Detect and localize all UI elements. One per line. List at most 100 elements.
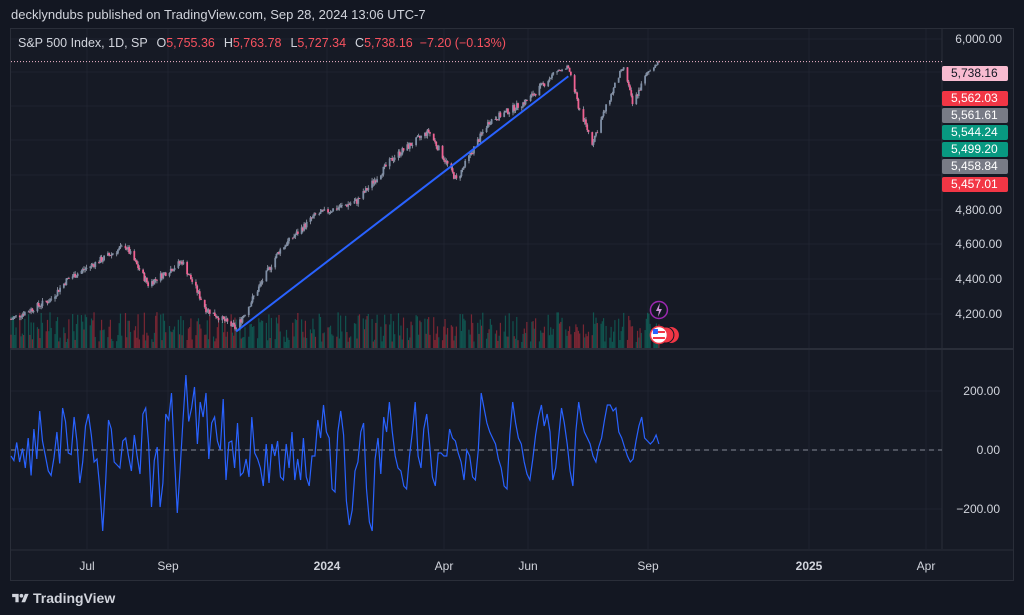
volume-bar <box>445 334 447 348</box>
volume-bar <box>275 317 278 348</box>
us-flag-stripe <box>652 337 665 339</box>
volume-bar <box>72 314 74 348</box>
candle-body <box>441 145 444 159</box>
volume-bar <box>407 340 410 348</box>
price-badge: 5,738.16 <box>942 66 1008 81</box>
volume-bar <box>285 329 288 348</box>
volume-bar <box>373 339 376 348</box>
volume-bar <box>329 325 332 348</box>
candle-body <box>652 67 655 71</box>
candle-body <box>411 145 414 146</box>
candle-body <box>339 205 342 208</box>
time-axis-tick-label: Sep <box>637 559 659 573</box>
candle-body <box>286 241 289 246</box>
candle-body <box>217 317 220 321</box>
tradingview-logo[interactable]: TradingView <box>12 590 115 606</box>
candle-body <box>577 99 580 109</box>
volume-bar <box>340 315 342 348</box>
volume-bar <box>365 319 367 348</box>
volume-bar <box>177 319 179 348</box>
candle-body <box>347 204 350 207</box>
volume-bar <box>610 326 612 348</box>
candle-body <box>133 251 136 261</box>
volume-bar <box>204 334 206 348</box>
volume-bar <box>153 332 156 348</box>
volume-bar <box>473 341 475 348</box>
volume-bar <box>99 330 101 348</box>
volume-bar <box>288 339 290 348</box>
candle-body <box>559 70 562 72</box>
candle-body <box>221 316 224 321</box>
volume-bar <box>50 327 52 348</box>
volume-bar <box>28 314 30 348</box>
volume-bar <box>155 315 157 348</box>
candle-body <box>91 264 94 266</box>
volume-bar <box>161 340 163 348</box>
candle-body <box>59 287 61 292</box>
volume-bar <box>116 341 118 348</box>
oscillator-axis-tick-label: 200.00 <box>963 384 1000 398</box>
candle-body <box>55 295 58 297</box>
volume-bar <box>15 327 17 348</box>
close-value: 5,738.16 <box>364 36 413 50</box>
volume-bar <box>533 328 535 348</box>
volume-bar <box>400 325 402 348</box>
volume-bar <box>294 319 296 348</box>
volume-bar <box>552 328 554 348</box>
volume-bar <box>426 319 429 348</box>
candle-body <box>603 111 606 113</box>
volume-bar <box>514 338 517 348</box>
volume-bar <box>143 312 145 348</box>
candle-body <box>117 249 119 254</box>
volume-bar <box>470 314 473 348</box>
footer-bar <box>0 582 1024 615</box>
candle-body <box>231 322 234 326</box>
volume-bar <box>460 330 463 348</box>
volume-bar <box>436 326 439 348</box>
volume-bar <box>171 332 173 348</box>
volume-bar <box>618 318 620 348</box>
candle-body <box>195 281 197 286</box>
volume-bar <box>591 335 593 348</box>
candle-body <box>65 278 68 286</box>
candle-body <box>168 273 171 276</box>
volume-bar <box>433 317 435 348</box>
volume-bar <box>487 332 489 348</box>
candle-body <box>593 135 596 142</box>
volume-bar <box>54 334 56 348</box>
candle-body <box>346 204 348 207</box>
volume-bar <box>499 322 502 348</box>
low-label: L <box>290 36 298 50</box>
candle-body <box>330 211 333 213</box>
candle-body <box>213 312 216 316</box>
candle-body <box>12 317 15 320</box>
volume-bar <box>74 339 76 348</box>
volume-bar <box>249 324 251 348</box>
volume-bar <box>212 336 215 348</box>
volume-bar <box>178 334 181 348</box>
volume-bar <box>543 326 546 348</box>
volume-bar <box>585 333 587 348</box>
candle-body <box>196 285 199 293</box>
candle-body <box>234 324 236 329</box>
candle-body <box>47 302 50 304</box>
volume-bar <box>366 316 368 348</box>
volume-bar <box>621 326 624 348</box>
volume-bar <box>551 334 553 348</box>
volume-bar <box>214 341 216 348</box>
candle-body <box>90 264 93 267</box>
candle-body <box>636 94 639 96</box>
candle-body <box>612 87 615 94</box>
volume-bar <box>626 339 629 348</box>
candle-body <box>435 141 438 147</box>
candle-body <box>363 191 366 193</box>
candle-body <box>471 153 474 154</box>
volume-bar <box>635 341 637 348</box>
volume-bar <box>205 334 207 348</box>
volume-bar <box>36 327 39 348</box>
volume-bar <box>424 318 426 348</box>
volume-bar <box>277 323 279 348</box>
candle-body <box>478 139 480 142</box>
candle-body <box>658 61 660 63</box>
